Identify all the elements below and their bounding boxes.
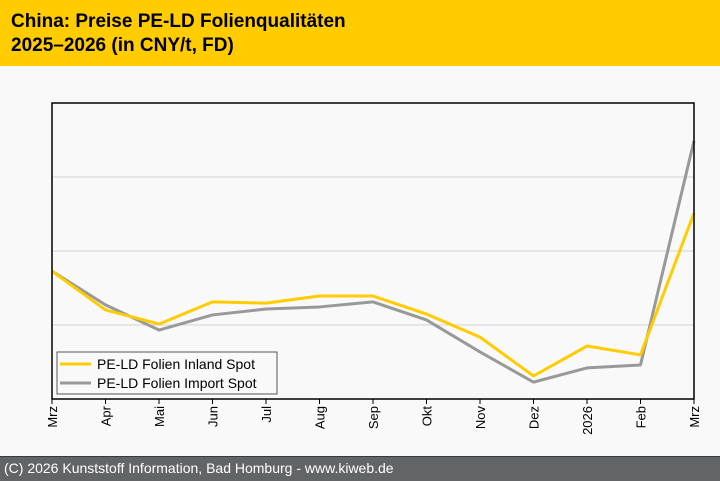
x-tick-label-8: Nov [473, 406, 488, 430]
x-tick-label-10: 2026 [580, 406, 595, 435]
series-line-inland [52, 213, 694, 376]
x-tick-label-3: Jun [206, 406, 221, 427]
x-tick-label-11: Feb [634, 406, 649, 428]
x-tick-label-1: Apr [99, 405, 114, 426]
x-axis: Mrz Apr Mai Jun Jul Aug Sep Okt Nov Dez 2026 Feb Mrz [45, 399, 702, 435]
x-tick-label-2: Mai [152, 406, 167, 427]
x-tick-label-0: Mrz [45, 406, 60, 428]
x-tick-label-9: Dez [527, 406, 542, 429]
x-tick-label-5: Aug [313, 406, 328, 429]
x-tick-label-6: Sep [366, 406, 381, 429]
legend-label-import: PE-LD Folien Import Spot [97, 375, 257, 391]
copyright-text: (C) 2026 Kunststoff Information, Bad Hom… [4, 460, 394, 476]
legend: PE-LD Folien Inland Spot PE-LD Folien Im… [57, 352, 277, 394]
x-tick-label-7: Okt [420, 406, 435, 427]
footer-bar: (C) 2026 Kunststoff Information, Bad Hom… [0, 456, 720, 481]
x-tick-label-12: Mrz [687, 406, 702, 428]
x-tick-label-4: Jul [259, 406, 274, 423]
legend-label-inland: PE-LD Folien Inland Spot [97, 356, 255, 372]
